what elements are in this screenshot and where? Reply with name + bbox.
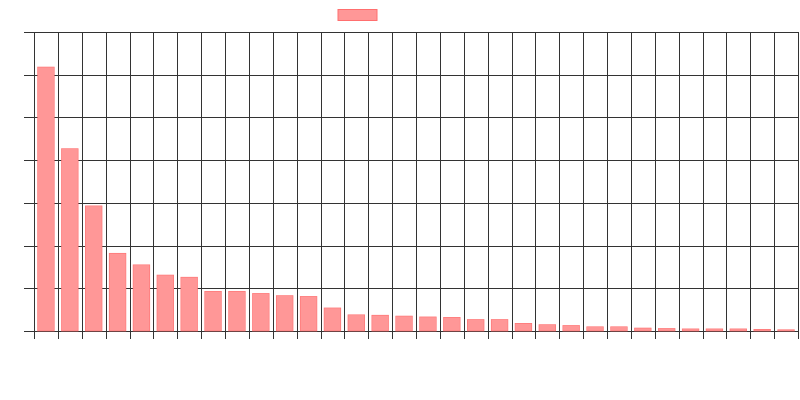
bar [610,326,628,332]
bar [276,295,294,332]
bar [753,328,771,332]
bar [658,328,676,332]
bar [37,66,55,332]
bar [371,314,389,332]
bar [562,325,580,332]
bar [252,293,270,332]
bar [156,274,174,332]
bar [299,296,318,332]
bar [204,290,222,332]
bar [705,328,724,332]
axes [24,32,799,339]
bar [467,319,485,332]
bar [228,290,246,332]
bar [61,148,79,332]
bar [395,315,413,332]
legend [337,9,378,21]
bar [108,252,127,332]
bar [586,326,604,332]
bar [681,328,700,332]
bars [37,66,795,332]
bar [538,324,556,332]
bar [132,264,151,332]
bar [490,319,509,332]
bar [180,276,198,332]
bar [419,316,437,332]
bar [634,327,652,332]
bar [85,205,103,332]
bar [323,307,342,332]
bar [729,328,747,332]
grid [34,32,799,332]
bar [777,329,795,332]
legend-swatch [337,9,378,21]
bar [443,317,461,332]
bar [514,323,533,332]
bar [347,314,365,332]
